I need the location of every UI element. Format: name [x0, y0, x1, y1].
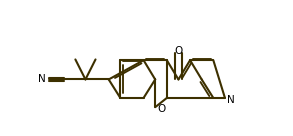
Text: O: O [158, 104, 166, 114]
Text: N: N [38, 75, 46, 84]
Text: N: N [227, 95, 235, 105]
Text: O: O [174, 46, 183, 56]
